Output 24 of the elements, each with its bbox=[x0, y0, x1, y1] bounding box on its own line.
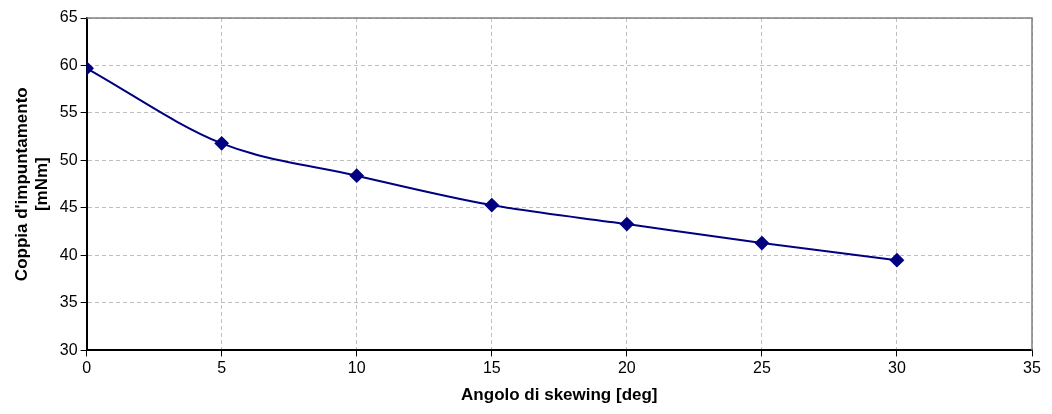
x-tick-label: 30 bbox=[888, 359, 906, 377]
y-tick-label: 35 bbox=[59, 293, 78, 311]
y-tick-label: 40 bbox=[59, 245, 78, 263]
point bbox=[484, 198, 499, 213]
y-tick-label: 30 bbox=[59, 340, 78, 358]
x-tick-label: 25 bbox=[752, 359, 771, 377]
point bbox=[214, 136, 229, 151]
x-tick-label: 5 bbox=[217, 359, 227, 377]
x-tick-label: 0 bbox=[82, 359, 92, 377]
x-axis-title: Angolo di skewing [deg] bbox=[461, 385, 658, 405]
point bbox=[349, 168, 364, 183]
y-tick-label: 60 bbox=[59, 55, 78, 73]
y-tick-label: 45 bbox=[59, 198, 78, 216]
y-tick-label: 55 bbox=[59, 103, 78, 121]
x-tick-label: 35 bbox=[1023, 359, 1041, 377]
y-tick-label: 65 bbox=[59, 8, 78, 26]
y-tick-label: 50 bbox=[59, 150, 78, 168]
x-tick-label: 20 bbox=[617, 359, 636, 377]
point bbox=[619, 217, 634, 232]
x-tick-label: 15 bbox=[482, 359, 501, 377]
x-tick-label: 10 bbox=[347, 359, 366, 377]
point bbox=[889, 253, 904, 268]
y-axis-title: Coppia d'impuntamento [mNm] bbox=[11, 87, 52, 282]
point bbox=[754, 236, 769, 251]
